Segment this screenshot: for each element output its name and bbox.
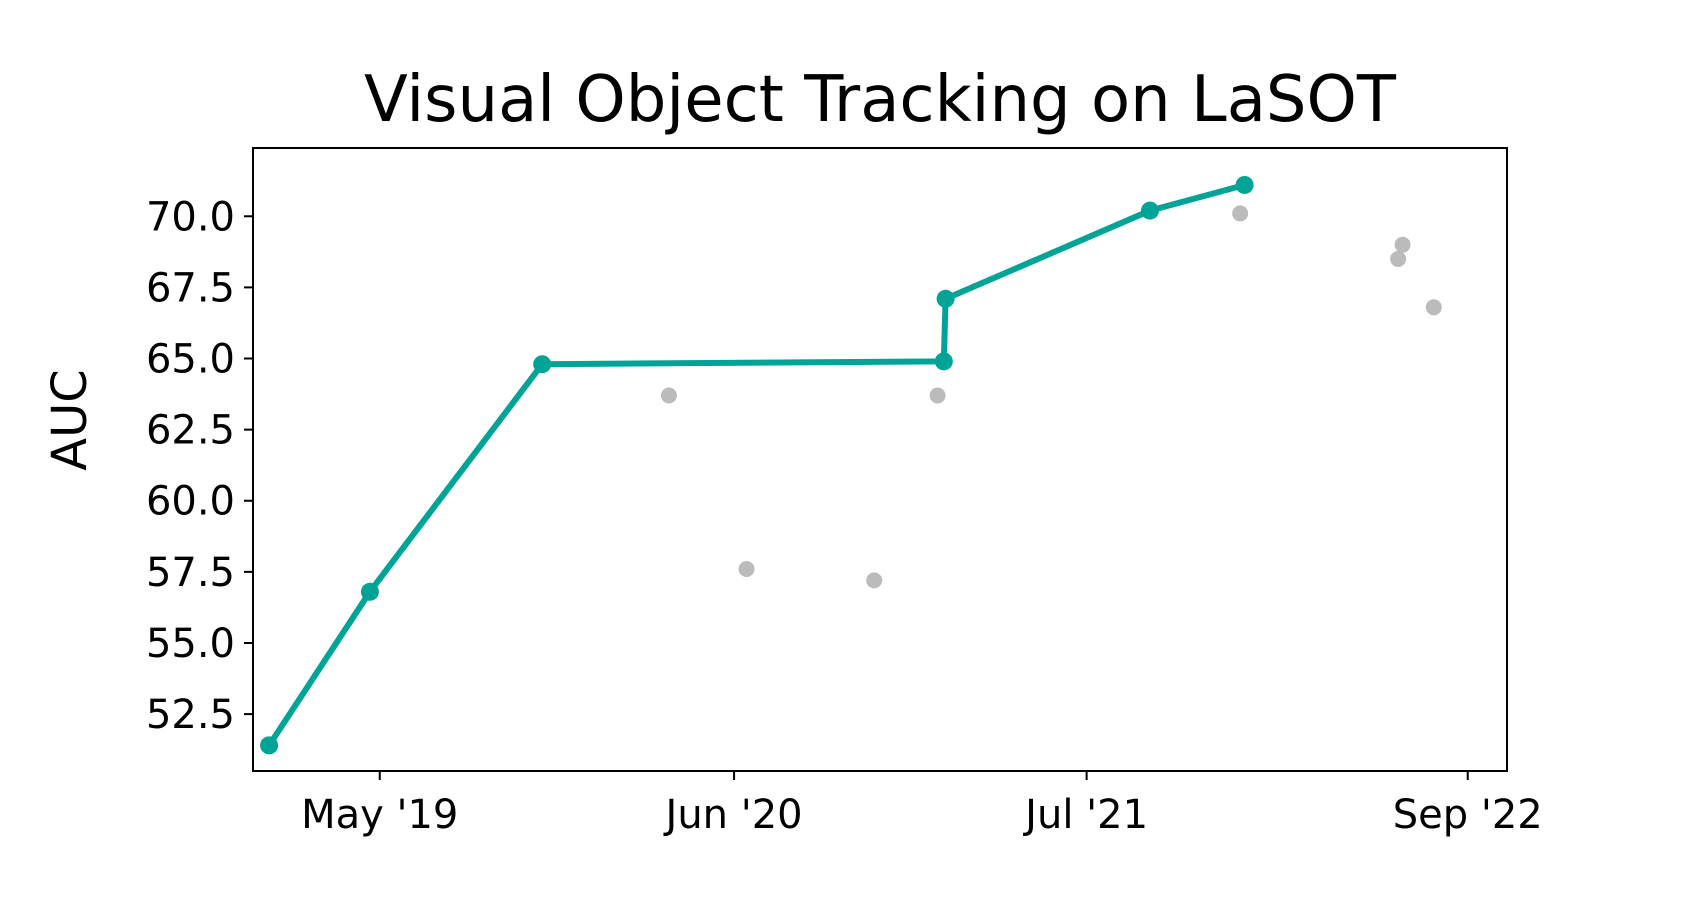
y-axis-label: AUC bbox=[42, 369, 98, 470]
other-method-point bbox=[660, 387, 677, 404]
x-tick-label: May '19 bbox=[301, 792, 458, 838]
y-tick-label: 57.5 bbox=[146, 550, 235, 596]
x-tick-label: Jul '21 bbox=[1022, 792, 1148, 838]
sota-point bbox=[934, 352, 953, 371]
y-tick-label: 62.5 bbox=[146, 408, 235, 454]
other-method-point bbox=[866, 572, 883, 589]
other-method-point bbox=[1390, 250, 1407, 267]
y-tick-label: 55.0 bbox=[146, 621, 235, 667]
chart-title: Visual Object Tracking on LaSOT bbox=[364, 63, 1397, 137]
plot-area bbox=[260, 175, 1442, 755]
sota-point bbox=[1235, 175, 1254, 194]
x-axis: May '19 Jun '20 Jul '21 Sep '22 bbox=[301, 771, 1543, 838]
sota-point bbox=[936, 289, 955, 308]
y-axis: 52.5 55.0 57.5 60.0 62.5 65.0 67.5 70.0 bbox=[146, 194, 253, 738]
sota-point bbox=[533, 355, 552, 374]
other-method-point bbox=[929, 387, 946, 404]
y-tick-label: 70.0 bbox=[146, 194, 235, 240]
x-tick-label: Jun '20 bbox=[663, 792, 803, 838]
other-method-point bbox=[1232, 205, 1249, 222]
sota-point bbox=[260, 736, 279, 755]
y-tick-label: 67.5 bbox=[146, 265, 235, 311]
sota-point bbox=[360, 582, 379, 601]
y-tick-label: 65.0 bbox=[146, 337, 235, 383]
y-tick-label: 60.0 bbox=[146, 479, 235, 525]
plot-frame bbox=[252, 147, 1508, 772]
y-tick-label: 52.5 bbox=[146, 692, 235, 738]
other-method-point bbox=[738, 561, 755, 578]
x-tick-label: Sep '22 bbox=[1393, 792, 1543, 838]
other-method-point bbox=[1425, 299, 1442, 316]
other-method-point bbox=[1394, 236, 1411, 253]
sota-trend-line bbox=[266, 182, 1248, 749]
sota-point bbox=[1140, 201, 1159, 220]
